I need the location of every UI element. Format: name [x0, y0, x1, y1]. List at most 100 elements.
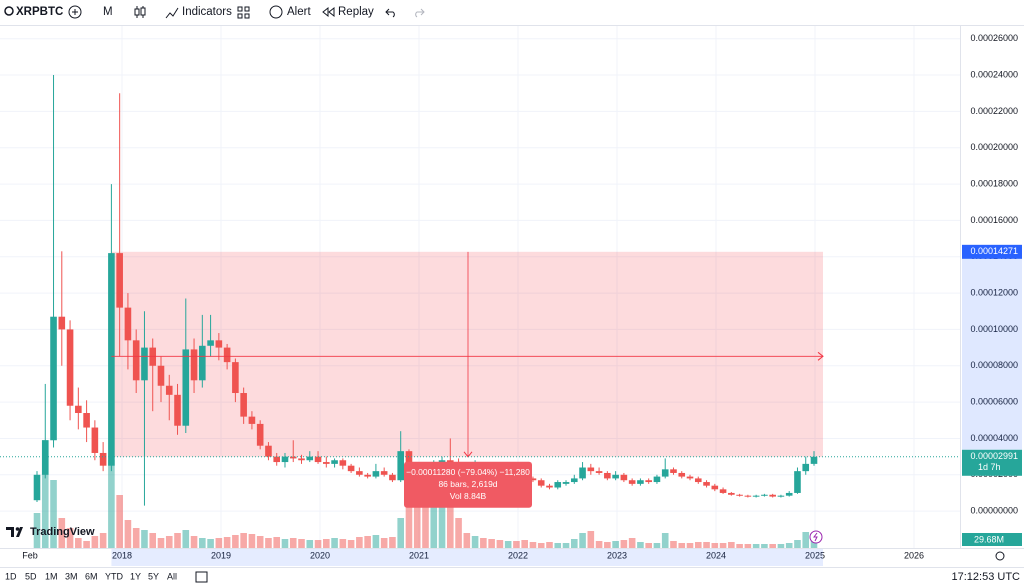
candle-body: [777, 495, 785, 497]
candle-body: [339, 460, 347, 466]
add-symbol[interactable]: [68, 5, 82, 19]
indicators-button[interactable]: Indicators: [182, 6, 232, 18]
volume-bar: [91, 536, 99, 548]
volume-bar: [298, 539, 305, 548]
measure-area: [111, 251, 823, 457]
time-range-highlight: [111, 549, 823, 566]
volume-bar: [116, 495, 123, 548]
interval[interactable]: M: [103, 6, 113, 18]
indicators-icon[interactable]: [165, 7, 179, 19]
volume-bar: [190, 536, 198, 548]
volume-bar: [380, 538, 388, 548]
y-tick-label: 0.00024000: [970, 69, 1018, 79]
volume-bar: [496, 540, 504, 548]
logo: TradingView: [6, 526, 95, 538]
candle-body: [116, 253, 123, 308]
candle-body: [132, 340, 140, 381]
candle-body: [752, 495, 760, 497]
candle-body: [620, 474, 628, 481]
candle-icon-body: [140, 7, 146, 16]
volume-tag: [962, 533, 1022, 546]
candle-body: [207, 340, 214, 346]
volume-bar: [397, 518, 405, 548]
timeframe-button[interactable]: 6M: [85, 571, 98, 581]
redo[interactable]: [415, 8, 425, 18]
x-tick-label: 2018: [112, 550, 132, 560]
volume-bar: [637, 542, 644, 548]
candle-body: [802, 463, 810, 472]
candle-body: [323, 462, 330, 464]
candle-body: [380, 471, 388, 475]
candle-body: [364, 474, 371, 477]
volume-bar: [223, 537, 231, 548]
timeframe-button[interactable]: 5Y: [148, 571, 159, 581]
volume-bar: [488, 539, 495, 548]
volume-bar: [562, 543, 570, 548]
undo[interactable]: [385, 8, 395, 18]
volume-bar: [703, 542, 710, 548]
volume-bar: [438, 483, 446, 548]
volume-bar: [372, 535, 380, 548]
candle-body: [298, 458, 305, 461]
candle-body: [703, 482, 710, 486]
alert-icon[interactable]: [269, 5, 283, 19]
volume-bar: [587, 531, 595, 548]
logo-text: TradingView: [30, 526, 95, 538]
replay-button[interactable]: Replay: [338, 6, 374, 18]
alert-button[interactable]: Alert: [287, 6, 311, 18]
candle-body: [265, 445, 272, 457]
search-icon[interactable]: [4, 6, 14, 16]
candle-body: [306, 456, 314, 461]
y-tick-label: 0.00004000: [970, 433, 1018, 443]
x-tick-label: 2021: [409, 550, 429, 560]
volume-bar: [620, 540, 628, 548]
timeframe-button[interactable]: All: [167, 571, 177, 581]
volume-bar: [711, 543, 719, 548]
candle-body: [41, 440, 49, 475]
candle-body: [182, 349, 190, 426]
volume-bar: [546, 542, 553, 548]
volume-bar: [66, 528, 74, 548]
candle-body: [554, 482, 562, 488]
volume-bar: [99, 533, 107, 548]
volume-bar: [124, 520, 132, 548]
volume-bar: [777, 544, 785, 548]
symbol[interactable]: XRPBTC: [16, 6, 63, 18]
replay-icon[interactable]: [322, 6, 335, 18]
candle-body: [810, 456, 818, 464]
timeframe-button[interactable]: 1M: [45, 571, 58, 581]
timeframe-button[interactable]: 1Y: [130, 571, 141, 581]
candle-body: [190, 349, 198, 381]
volume-bar: [215, 538, 223, 548]
volume-bar: [149, 533, 157, 548]
overlay: 0.000000000.000020000.000040000.00006000…: [0, 33, 1022, 566]
x-tick-label: Feb: [22, 550, 38, 560]
volume-bar: [108, 460, 115, 548]
clock: 17:12:53 UTC: [952, 571, 1021, 583]
candle-icon-body: [134, 8, 140, 16]
volume-bar: [653, 543, 661, 548]
candle-body: [289, 456, 297, 459]
candle-body: [579, 467, 586, 479]
volume-bar: [579, 533, 586, 548]
candle-body: [728, 492, 735, 495]
volume-bar: [339, 539, 347, 548]
timeframe-button[interactable]: 1D: [5, 571, 17, 581]
settings-icon[interactable]: [995, 551, 1005, 561]
layouts-icon[interactable]: [237, 6, 250, 19]
candle-body: [50, 316, 57, 441]
date-range-icon[interactable]: [195, 571, 208, 583]
volume-bar: [182, 530, 190, 548]
timeframe-button[interactable]: 3M: [65, 571, 78, 581]
candle-body: [761, 494, 768, 496]
volume-bar: [455, 518, 462, 548]
candle-body: [595, 471, 603, 473]
candle-body: [331, 460, 338, 464]
timeframe-button[interactable]: YTD: [105, 571, 124, 581]
candle-body: [446, 460, 454, 463]
volume-bar: [265, 538, 272, 548]
timeframe-button[interactable]: 5D: [25, 571, 37, 581]
volume-bar: [678, 543, 686, 548]
candle-body: [174, 394, 181, 426]
